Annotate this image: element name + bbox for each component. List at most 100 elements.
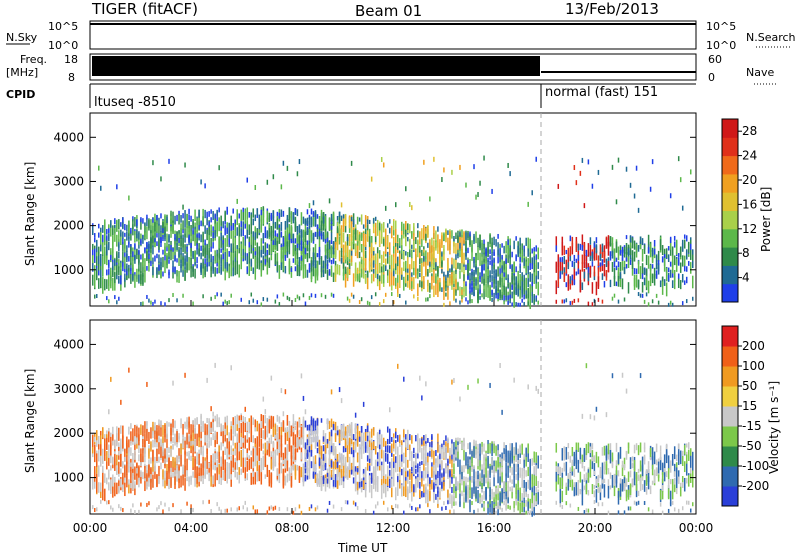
scatter-cell <box>647 255 650 269</box>
scatter-cell <box>108 483 110 491</box>
scatter-cell <box>258 221 261 230</box>
scatter-cell <box>272 454 275 463</box>
scatter-cell <box>270 451 273 457</box>
scatter-cell <box>603 251 606 262</box>
scatter-cell <box>144 421 146 434</box>
scatter-cell <box>316 214 319 219</box>
scatter-cell <box>178 213 180 225</box>
scatter-cell <box>525 237 527 246</box>
scatter-cell <box>515 266 517 273</box>
scatter-cell <box>429 239 431 253</box>
scatter-cell <box>180 443 182 455</box>
scatter-cell <box>258 214 261 223</box>
scatter-cell <box>258 252 261 264</box>
scatter-cell <box>244 406 247 412</box>
scatter-cell <box>521 298 523 303</box>
scatter-cell <box>342 446 345 453</box>
scatter-cell <box>340 237 343 249</box>
scatter-cell <box>667 246 670 251</box>
scatter-cell <box>310 504 313 509</box>
scatter-cell <box>234 226 236 239</box>
scatter-cell <box>413 267 415 276</box>
scatter-cell <box>178 238 180 243</box>
scatter-cell <box>154 422 156 428</box>
scatter-cell <box>417 230 419 238</box>
scatter-cell <box>326 478 329 484</box>
scatter-cell <box>487 285 489 298</box>
scatter-cell <box>274 230 277 236</box>
scatter-cell <box>591 302 594 307</box>
scatter-cell <box>184 465 186 478</box>
scatter-cell <box>469 442 471 455</box>
scatter-cell <box>288 429 291 438</box>
scatter-cell <box>336 264 339 275</box>
scatter-cell <box>106 229 108 235</box>
scatter-cell <box>312 473 315 478</box>
scatter-cell <box>427 452 429 457</box>
scatter-cell <box>322 476 325 484</box>
colorbar-segment <box>722 283 738 303</box>
scatter-cell <box>106 247 108 256</box>
scatter-cell <box>316 421 319 434</box>
scatter-cell <box>366 439 369 454</box>
scatter-cell <box>481 469 483 482</box>
scatter-cell <box>244 223 247 229</box>
scatter-cell <box>252 298 255 303</box>
scatter-cell <box>352 213 355 220</box>
scatter-cell <box>429 477 431 484</box>
colorbar-segment <box>722 192 738 211</box>
scatter-cell <box>366 230 369 242</box>
scatter-cell <box>429 442 431 447</box>
scatter-cell <box>501 294 503 299</box>
scatter-cell <box>274 423 277 435</box>
scatter-cell <box>356 425 359 435</box>
scatter-cell <box>106 235 108 241</box>
scatter-cell <box>118 230 120 242</box>
scatter-cell <box>120 262 122 276</box>
colorbar-tick-label: 24 <box>742 149 757 163</box>
scatter-cell <box>296 209 299 217</box>
scatter-cell <box>409 274 411 289</box>
scatter-cell <box>200 266 202 275</box>
scatter-cell <box>230 473 232 480</box>
scatter-cell <box>222 458 224 471</box>
scatter-cell <box>186 451 188 457</box>
scatter-cell <box>397 504 399 509</box>
scatter-cell <box>571 242 574 255</box>
scatter-cell <box>661 281 664 295</box>
scatter-cell <box>441 177 443 183</box>
scatter-cell <box>403 429 405 438</box>
scatter-cell <box>521 281 523 289</box>
scatter-cell <box>573 165 576 171</box>
scatter-cell <box>208 258 210 267</box>
scatter-cell <box>445 230 447 242</box>
scatter-cell <box>368 458 371 463</box>
scatter-cell <box>491 188 493 194</box>
scatter-cell <box>296 171 299 177</box>
scatter-cell <box>386 438 389 445</box>
scatter-cell <box>344 225 347 233</box>
scatter-cell <box>535 276 537 284</box>
scatter-cell <box>234 265 236 276</box>
scatter-cell <box>384 228 387 243</box>
scatter-cell <box>172 267 174 279</box>
scatter-cell <box>116 264 118 276</box>
scatter-cell <box>120 278 122 285</box>
scatter-cell <box>110 376 112 382</box>
scatter-cell <box>338 236 341 245</box>
scatter-cell <box>461 261 463 273</box>
scatter-cell <box>148 464 150 477</box>
scatter-cell <box>198 233 200 239</box>
scatter-cell <box>226 227 228 234</box>
scatter-cell <box>439 468 441 477</box>
scatter-cell <box>559 257 562 262</box>
scatter-cell <box>423 491 425 498</box>
scatter-cell <box>210 237 212 248</box>
scatter-cell <box>146 226 148 240</box>
scatter-cell <box>485 452 487 458</box>
scatter-cell <box>154 430 156 442</box>
scatter-cell <box>595 237 598 244</box>
scatter-cell <box>118 251 120 259</box>
scatter-cell <box>220 215 222 226</box>
scatter-cell <box>489 284 491 298</box>
